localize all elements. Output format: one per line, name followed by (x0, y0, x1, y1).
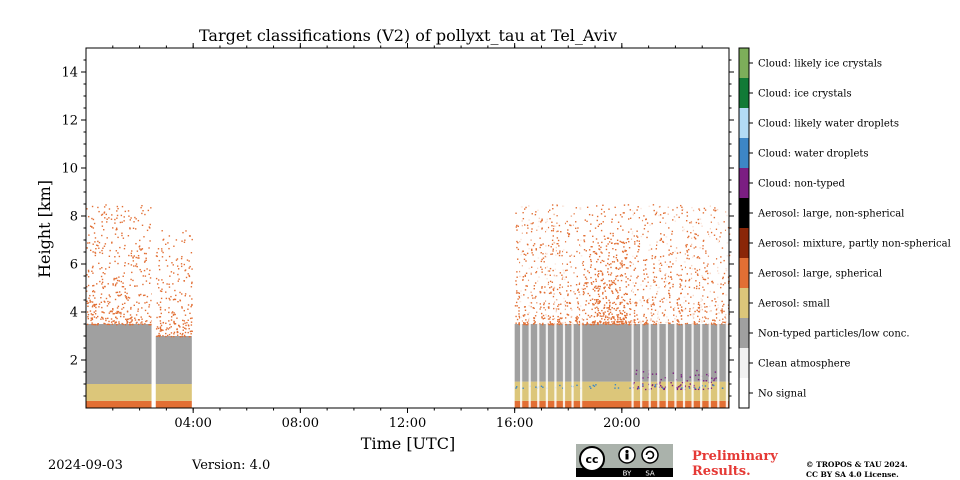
x-tick-label-3: 16:00 (496, 416, 533, 431)
legend-swatch-7 (739, 168, 749, 198)
x-tick-label-1: 08:00 (282, 416, 319, 431)
legend-label-2: Non-typed particles/low conc. (758, 329, 910, 340)
y-tick-label-2: 6 (70, 258, 78, 273)
legend-swatch-8 (739, 138, 749, 168)
prelim-line-2: Results. (692, 464, 751, 479)
legend-label-8: Cloud: water droplets (758, 149, 869, 160)
class-segment-2 (86, 324, 152, 384)
sa-icon (641, 446, 659, 464)
y-tick-label-5: 12 (61, 114, 78, 129)
x-tick-label-0: 04:00 (174, 416, 211, 431)
class-segment-1 (86, 384, 152, 401)
sa-label: SA (645, 470, 655, 478)
class-speckle-7 (155, 230, 193, 338)
legend-swatch-9 (739, 108, 749, 138)
copyright-note: © TROPOS & TAU 2024. CC BY SA 4.0 Licens… (806, 460, 908, 480)
legend-swatch-6 (739, 198, 749, 228)
legend-swatch-11 (739, 48, 749, 78)
y-tick-label-3: 8 (70, 210, 78, 225)
legend-label-1: Clean atmosphere (758, 359, 851, 370)
date-label: 2024-09-03 (48, 458, 123, 473)
class-segment-5 (155, 384, 192, 401)
plot-area (86, 48, 731, 408)
class-segment-4 (155, 400, 192, 408)
cc-license-badge: cc BY SA (576, 444, 673, 477)
legend-swatch-1 (739, 348, 749, 378)
class-segment-0 (86, 400, 152, 408)
legend-label-10: Cloud: ice crystals (758, 89, 852, 100)
y-tick-label-4: 10 (61, 162, 78, 177)
x-tick-label-4: 20:00 (603, 416, 640, 431)
legend-swatch-2 (739, 318, 749, 348)
legend-label-9: Cloud: likely water droplets (758, 119, 899, 130)
preliminary-results-note: Preliminary Results. (692, 449, 778, 479)
legend-label-4: Aerosol: large, spherical (757, 269, 882, 280)
copyright-line-2: CC BY SA 4.0 License. (806, 470, 899, 479)
class-speckle-12 (589, 241, 629, 326)
y-tick-label-0: 2 (70, 354, 78, 369)
copyright-line-1: © TROPOS & TAU 2024. (806, 460, 908, 469)
legend-swatch-4 (739, 258, 749, 288)
legend-swatch-0 (739, 378, 749, 408)
by-label: BY (623, 470, 632, 478)
cc-icon (579, 446, 605, 472)
x-axis-label: Time [UTC] (361, 434, 455, 453)
y-axis: 2 4 6 8 10 12 14 (61, 59, 734, 397)
legend-label-0: No signal (758, 389, 806, 400)
legend-colorbar: Cloud: likely ice crystals Cloud: ice cry… (738, 47, 951, 409)
legend-label-6: Aerosol: large, non-spherical (757, 209, 904, 220)
version-label: Version: 4.0 (192, 458, 271, 473)
legend-label-3: Aerosol: small (757, 299, 830, 310)
legend-swatch-5 (739, 228, 749, 258)
class-segment-8 (514, 400, 729, 408)
legend-swatch-3 (739, 288, 749, 318)
legend-label-5: Aerosol: mixture, partly non-spherical (757, 239, 951, 250)
legend-label-7: Cloud: non-typed (758, 179, 846, 190)
y-tick-label-6: 14 (61, 66, 78, 81)
x-tick-label-2: 12:00 (389, 416, 426, 431)
class-segment-6 (155, 336, 192, 384)
y-tick-label-1: 4 (70, 306, 78, 321)
x-axis: 04:00 08:00 12:00 16:00 20:00 (112, 43, 703, 431)
class-speckle-3 (86, 204, 153, 326)
legend-label-11: Cloud: likely ice crystals (758, 59, 882, 70)
cc-text: cc (585, 453, 598, 466)
legend-swatch-10 (739, 78, 749, 108)
chart-title: Target classifications (V2) of pollyxt_t… (199, 26, 617, 45)
prelim-line-1: Preliminary (692, 449, 778, 464)
y-axis-label: Height [km] (35, 180, 54, 278)
